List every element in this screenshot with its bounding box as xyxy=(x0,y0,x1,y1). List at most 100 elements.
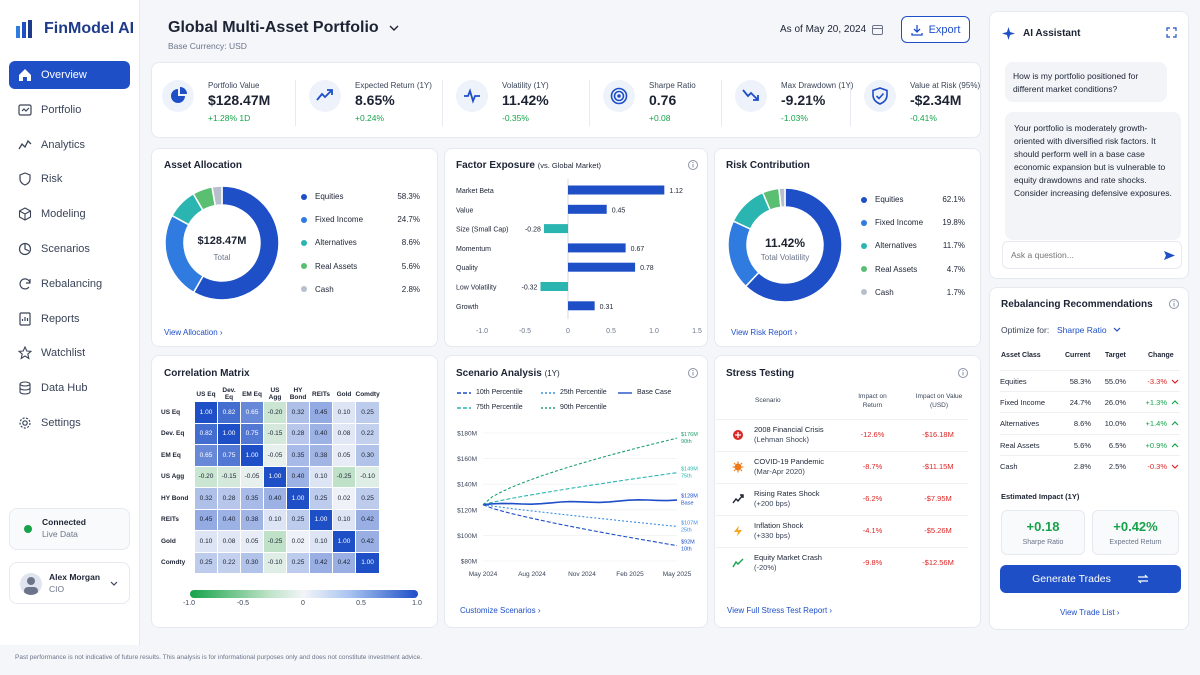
correlation-cell[interactable]: 0.75 xyxy=(217,444,241,467)
sidebar-item-overview[interactable]: Overview xyxy=(9,61,130,89)
correlation-cell[interactable]: 0.45 xyxy=(309,401,333,424)
factor-bar[interactable] xyxy=(568,185,665,195)
correlation-cell[interactable]: 0.25 xyxy=(354,401,381,424)
info-icon[interactable] xyxy=(1169,299,1179,309)
sidebar-item-analytics[interactable]: Analytics xyxy=(9,131,130,159)
correlation-cell[interactable]: 0.02 xyxy=(332,487,356,510)
correlation-cell[interactable]: 0.25 xyxy=(354,487,381,510)
factor-bar[interactable] xyxy=(568,243,626,253)
correlation-cell[interactable]: 0.42 xyxy=(332,551,356,574)
risk-slice-cash[interactable] xyxy=(778,187,786,209)
correlation-cell[interactable]: 0.35 xyxy=(240,487,264,510)
factor-bar[interactable] xyxy=(568,301,595,311)
correlation-cell[interactable]: 0.32 xyxy=(194,487,218,510)
allocation-slice-equities[interactable] xyxy=(192,185,280,301)
correlation-cell[interactable]: 0.25 xyxy=(286,508,310,531)
correlation-cell[interactable]: 0.82 xyxy=(194,422,218,445)
correlation-cell[interactable]: -0.05 xyxy=(263,444,287,467)
correlation-cell[interactable]: 1.00 xyxy=(217,422,241,445)
correlation-cell[interactable]: -0.25 xyxy=(263,530,287,553)
sidebar-item-data-hub[interactable]: Data Hub xyxy=(9,374,130,402)
correlation-cell[interactable]: 0.02 xyxy=(286,530,310,553)
correlation-cell[interactable]: -0.20 xyxy=(194,465,218,488)
view-trade-list-link[interactable]: View Trade List › xyxy=(1060,608,1120,617)
rebalance-row[interactable]: Fixed Income 24.7% 26.0% +1.3% xyxy=(1000,391,1180,412)
rebalance-row[interactable]: Alternatives 8.6% 10.0% +1.4% xyxy=(1000,412,1180,433)
sidebar-item-portfolio[interactable]: Portfolio xyxy=(9,96,130,124)
correlation-cell[interactable]: 0.05 xyxy=(332,444,356,467)
correlation-cell[interactable]: 1.00 xyxy=(286,487,310,510)
correlation-cell[interactable]: 0.30 xyxy=(354,444,381,467)
correlation-cell[interactable]: 0.22 xyxy=(217,551,241,574)
stress-row[interactable]: COVID-19 Pandemic (Mar-Apr 2020) -8.7% -$11… xyxy=(713,451,968,483)
correlation-cell[interactable]: -0.20 xyxy=(263,401,287,424)
generate-trades-button[interactable]: Generate Trades xyxy=(1000,565,1181,593)
as-of-date[interactable]: As of May 20, 2024 xyxy=(780,24,884,35)
correlation-cell[interactable]: 0.82 xyxy=(217,401,241,424)
scenario-series-75th-percentile[interactable] xyxy=(482,472,678,506)
correlation-cell[interactable]: 1.00 xyxy=(263,465,287,488)
expand-icon[interactable] xyxy=(1166,27,1177,38)
correlation-cell[interactable]: 0.40 xyxy=(309,422,333,445)
correlation-cell[interactable]: 0.30 xyxy=(240,551,264,574)
scenario-series-90th-percentile[interactable] xyxy=(482,437,678,506)
customize-scenarios-link[interactable]: Customize Scenarios › xyxy=(460,606,541,615)
correlation-cell[interactable]: 0.65 xyxy=(194,444,218,467)
correlation-cell[interactable]: 0.38 xyxy=(309,444,333,467)
correlation-cell[interactable]: 0.65 xyxy=(240,401,264,424)
correlation-cell[interactable]: 0.10 xyxy=(332,508,356,531)
correlation-cell[interactable]: 0.25 xyxy=(309,487,333,510)
export-button[interactable]: Export xyxy=(901,16,970,43)
correlation-cell[interactable]: 0.10 xyxy=(309,530,333,553)
factor-bar[interactable] xyxy=(568,262,636,272)
risk-slice-equities[interactable] xyxy=(744,187,843,303)
correlation-cell[interactable]: 1.00 xyxy=(354,551,381,574)
sidebar-item-risk[interactable]: Risk xyxy=(9,165,130,193)
ask-question-input[interactable] xyxy=(1011,248,1151,262)
correlation-cell[interactable]: 0.22 xyxy=(354,422,381,445)
info-icon[interactable] xyxy=(688,368,698,378)
rebalance-row[interactable]: Cash 2.8% 2.5% -0.3% xyxy=(1000,454,1180,476)
correlation-cell[interactable]: -0.15 xyxy=(263,422,287,445)
correlation-cell[interactable]: 1.00 xyxy=(240,444,264,467)
sidebar-item-reports[interactable]: Reports xyxy=(9,305,130,333)
correlation-cell[interactable]: -0.10 xyxy=(354,465,381,488)
sidebar-item-rebalancing[interactable]: Rebalancing xyxy=(9,270,130,298)
factor-bar[interactable] xyxy=(540,282,568,291)
factor-bar[interactable] xyxy=(543,224,568,234)
portfolio-selector[interactable]: Global Multi-Asset Portfolio xyxy=(168,19,399,37)
correlation-cell[interactable]: 0.10 xyxy=(309,465,333,488)
correlation-cell[interactable]: 0.25 xyxy=(194,551,218,574)
correlation-cell[interactable]: 1.00 xyxy=(332,530,356,553)
correlation-cell[interactable]: 0.25 xyxy=(286,551,310,574)
rebalance-row[interactable]: Real Assets 5.6% 6.5% +0.9% xyxy=(1000,433,1180,455)
correlation-cell[interactable]: 0.08 xyxy=(332,422,356,445)
scenario-series-25th-percentile[interactable] xyxy=(482,504,678,527)
scenario-series-base-case[interactable] xyxy=(482,498,678,506)
correlation-cell[interactable]: -0.15 xyxy=(217,465,241,488)
user-menu[interactable]: Alex Morgan CIO xyxy=(9,562,130,604)
correlation-cell[interactable]: 0.42 xyxy=(354,530,381,553)
send-icon[interactable] xyxy=(1164,250,1175,261)
correlation-cell[interactable]: 0.28 xyxy=(286,422,310,445)
correlation-cell[interactable]: 1.00 xyxy=(194,401,218,424)
app-logo[interactable]: FinModel AI xyxy=(16,20,134,38)
correlation-cell[interactable]: 0.08 xyxy=(217,530,241,553)
correlation-cell[interactable]: 0.40 xyxy=(263,487,287,510)
sidebar-item-modeling[interactable]: Modeling xyxy=(9,200,130,228)
correlation-cell[interactable]: 0.42 xyxy=(354,508,381,531)
scenario-series-10th-percentile[interactable] xyxy=(482,504,678,547)
correlation-cell[interactable]: 1.00 xyxy=(309,508,333,531)
correlation-cell[interactable]: -0.05 xyxy=(240,465,264,488)
correlation-cell[interactable]: 0.75 xyxy=(240,422,264,445)
correlation-cell[interactable]: 0.38 xyxy=(240,508,264,531)
view-stress-report-link[interactable]: View Full Stress Test Report › xyxy=(727,606,833,615)
info-icon[interactable] xyxy=(688,160,698,170)
correlation-cell[interactable]: 0.05 xyxy=(240,530,264,553)
correlation-cell[interactable]: 0.28 xyxy=(217,487,241,510)
correlation-cell[interactable]: 0.45 xyxy=(194,508,218,531)
correlation-cell[interactable]: -0.25 xyxy=(332,465,356,488)
correlation-cell[interactable]: -0.10 xyxy=(263,551,287,574)
rebalance-row[interactable]: Equities 58.3% 55.0% -3.3% xyxy=(1000,370,1180,391)
correlation-cell[interactable]: 0.10 xyxy=(194,530,218,553)
